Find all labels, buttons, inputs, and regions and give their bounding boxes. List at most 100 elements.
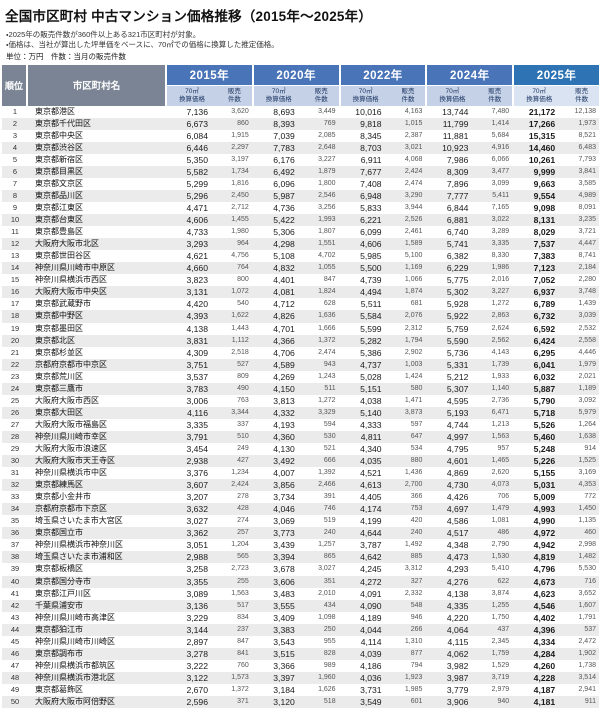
price-cell: 3,383: [273, 624, 295, 635]
price-cell: 4,393: [186, 311, 208, 322]
count-cell: 1,264: [578, 420, 596, 428]
rank-cell: 4: [12, 142, 18, 152]
price-cell: 4,712: [273, 299, 295, 310]
count-cell: 2,472: [578, 637, 596, 645]
price-cell: 3,734: [273, 492, 295, 503]
count-cell: 860: [237, 119, 249, 127]
price-cell: 6,099: [360, 227, 382, 238]
count-cell: 2,076: [404, 312, 423, 320]
count-cell: 1,234: [231, 469, 249, 477]
count-cell: 3,227: [318, 155, 336, 163]
municipality-cell: 東京都中野区: [35, 311, 83, 321]
price-cell: 6,911: [360, 154, 382, 165]
price-cell: 6,740: [446, 227, 469, 238]
subheader-count-2025: 販売 件数: [564, 85, 599, 106]
municipality-cell: 神奈川県川崎市中原区: [35, 263, 115, 273]
price-cell: 3,831: [186, 335, 208, 346]
count-cell: 518: [323, 697, 336, 705]
rank-cell: 1: [12, 106, 18, 116]
price-cell: 4,062: [446, 648, 469, 659]
count-cell: 1,098: [318, 613, 336, 621]
municipality-cell: 大阪府大阪市福島区: [35, 419, 107, 429]
count-cell: 1,482: [578, 553, 596, 561]
municipality-cell: 東京都江東区: [35, 203, 83, 213]
count-cell: 955: [323, 637, 336, 645]
rank-cell: 25: [10, 395, 20, 405]
count-cell: 437: [497, 625, 510, 633]
table-row: 41 東京都江戸川区 3,089 1,563 3,483 2,010 4,091 2,332 4…: [2, 588, 599, 600]
municipality-cell: 東京都狛江市: [35, 624, 83, 634]
table-row: 45 神奈川県川崎市川崎区 2,897 847 3,543 955 4,114 1,310 4,…: [2, 636, 599, 648]
price-cell: 5,350: [186, 154, 208, 165]
count-cell: 2,546: [318, 192, 336, 199]
price-cell: 4,730: [446, 480, 469, 491]
count-cell: 3,874: [491, 589, 510, 597]
count-cell: 3,169: [578, 469, 596, 477]
count-cell: 510: [237, 432, 249, 440]
count-cell: 3,449: [318, 107, 336, 115]
municipality-cell: 東京都中央区: [35, 130, 83, 140]
price-cell: 3,543: [273, 636, 295, 647]
count-cell: 2,723: [231, 565, 249, 573]
rank-cell: 24: [10, 383, 20, 393]
count-cell: 4,073: [491, 481, 510, 489]
count-cell: 1,993: [318, 216, 336, 224]
count-cell: 1,973: [578, 119, 596, 127]
price-cell: 6,096: [273, 178, 295, 189]
municipality-cell: 神奈川県川崎市川崎区: [35, 636, 115, 646]
price-cell: 4,701: [273, 323, 295, 334]
count-cell: 847: [237, 637, 249, 645]
municipality-cell: 東京都葛飾区: [35, 684, 83, 694]
count-cell: 3,721: [578, 228, 596, 236]
price-cell: 4,090: [360, 600, 382, 611]
price-cell: 4,517: [446, 528, 469, 539]
price-cell: 4,138: [446, 588, 469, 599]
municipality-cell: 神奈川県川崎市幸区: [35, 431, 107, 441]
count-cell: 1,933: [491, 372, 510, 380]
price-cell: 7,537: [533, 239, 556, 250]
price-cell: 3,906: [446, 696, 469, 707]
count-cell: 1,255: [491, 601, 510, 609]
municipality-cell: 東京都三鷹市: [35, 383, 83, 393]
count-cell: 1,824: [318, 288, 336, 296]
count-cell: 1,112: [231, 336, 249, 344]
price-cell: 10,016: [355, 106, 382, 117]
count-cell: 5,410: [491, 565, 510, 573]
count-cell: 1,530: [491, 553, 510, 561]
count-cell: 2,021: [578, 372, 596, 380]
price-cell: 5,296: [186, 191, 208, 201]
price-cell: 3,362: [186, 528, 208, 539]
price-cell: 4,796: [533, 564, 556, 575]
count-cell: 1,666: [318, 324, 336, 332]
price-cell: 4,220: [446, 612, 469, 623]
count-cell: 521: [323, 444, 336, 452]
table-row: 18 東京都中野区 4,393 1,622 4,826 1,636 5,584 2,076 5,…: [2, 310, 599, 323]
table-row: 43 神奈川県川崎市高津区 3,229 834 3,409 1,098 4,189 946 4,…: [2, 612, 599, 624]
count-cell: 1,563: [231, 589, 249, 597]
count-cell: 2,700: [404, 481, 423, 489]
price-cell: 3,122: [186, 672, 208, 683]
rank-cell: 19: [10, 323, 20, 333]
price-cell: 5,386: [360, 347, 382, 358]
price-cell: 4,228: [533, 672, 556, 683]
table-row: 28 神奈川県川崎市幸区 3,791 510 4,360 530 4,811 647 4,997…: [2, 430, 599, 443]
price-cell: 7,677: [360, 166, 382, 177]
price-cell: 3,731: [360, 684, 382, 695]
count-cell: 8,741: [578, 252, 596, 260]
rank-cell: 41: [10, 588, 20, 598]
municipality-cell: 東京都品川区: [35, 191, 83, 200]
rank-cell: 34: [10, 504, 20, 514]
price-cell: 4,613: [360, 480, 382, 491]
note-method: ・価格は、当社が算出した坪単価をベースに、70㎡での価格に換算した推定価格。: [6, 39, 279, 49]
count-cell: 1,055: [318, 264, 336, 272]
count-cell: 3,021: [404, 143, 423, 151]
count-cell: 1,372: [318, 336, 336, 344]
count-cell: 8,091: [578, 204, 596, 212]
price-cell: 4,401: [273, 275, 295, 286]
price-cell: 3,783: [186, 383, 208, 394]
price-cell: 4,260: [533, 660, 556, 671]
table-row: 24 東京都三鷹市 3,783 490 4,150 511 5,151 580 5,307 1,1…: [2, 382, 599, 395]
price-cell: 5,759: [446, 323, 469, 334]
price-cell: 7,123: [533, 263, 556, 274]
municipality-cell: 大阪府大阪市浪速区: [35, 443, 107, 453]
